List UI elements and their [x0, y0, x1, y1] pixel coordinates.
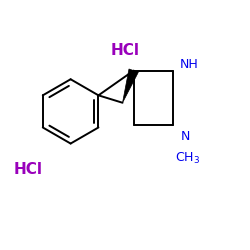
Text: N: N — [181, 130, 190, 142]
Polygon shape — [122, 69, 138, 103]
Text: CH$_3$: CH$_3$ — [176, 151, 201, 166]
Text: HCl: HCl — [110, 43, 140, 58]
Text: HCl: HCl — [14, 162, 43, 177]
Text: NH: NH — [180, 58, 199, 71]
